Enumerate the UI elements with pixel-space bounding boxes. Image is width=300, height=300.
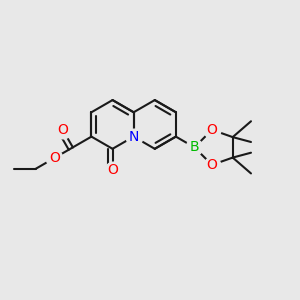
Text: O: O [107,163,118,177]
Text: B: B [190,140,199,154]
Text: O: O [49,151,60,165]
Text: O: O [57,123,68,137]
Text: O: O [207,123,218,137]
Text: N: N [128,130,139,144]
Text: O: O [207,158,218,172]
